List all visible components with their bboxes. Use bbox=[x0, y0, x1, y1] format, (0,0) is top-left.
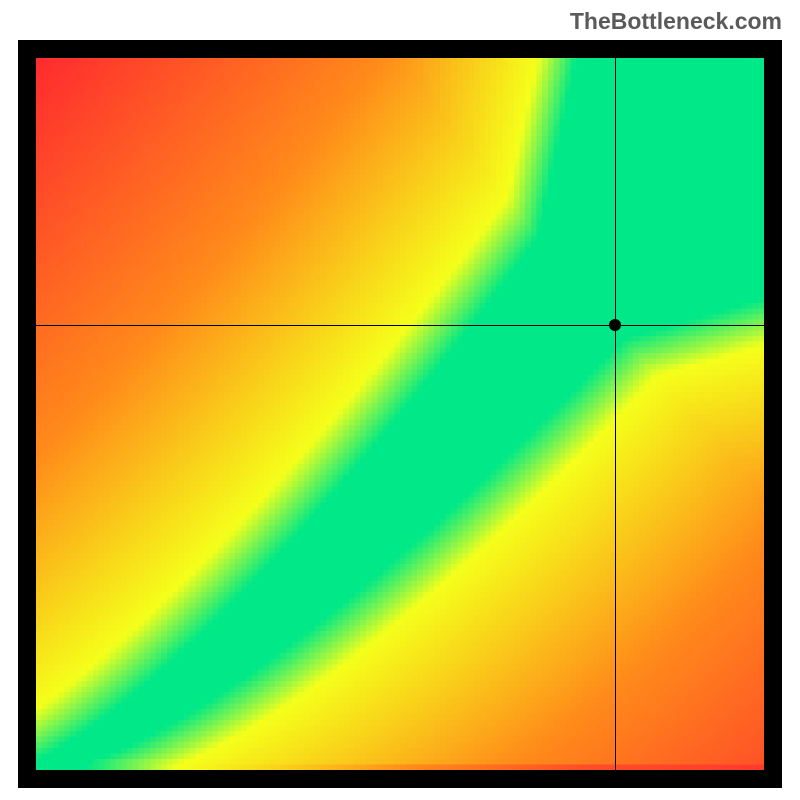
crosshair-marker bbox=[609, 319, 621, 331]
crosshair-vertical bbox=[615, 58, 616, 770]
attribution-label: TheBottleneck.com bbox=[570, 8, 782, 35]
chart-container: TheBottleneck.com bbox=[0, 0, 800, 800]
crosshair-horizontal bbox=[36, 325, 764, 326]
bottleneck-heatmap bbox=[36, 58, 764, 770]
